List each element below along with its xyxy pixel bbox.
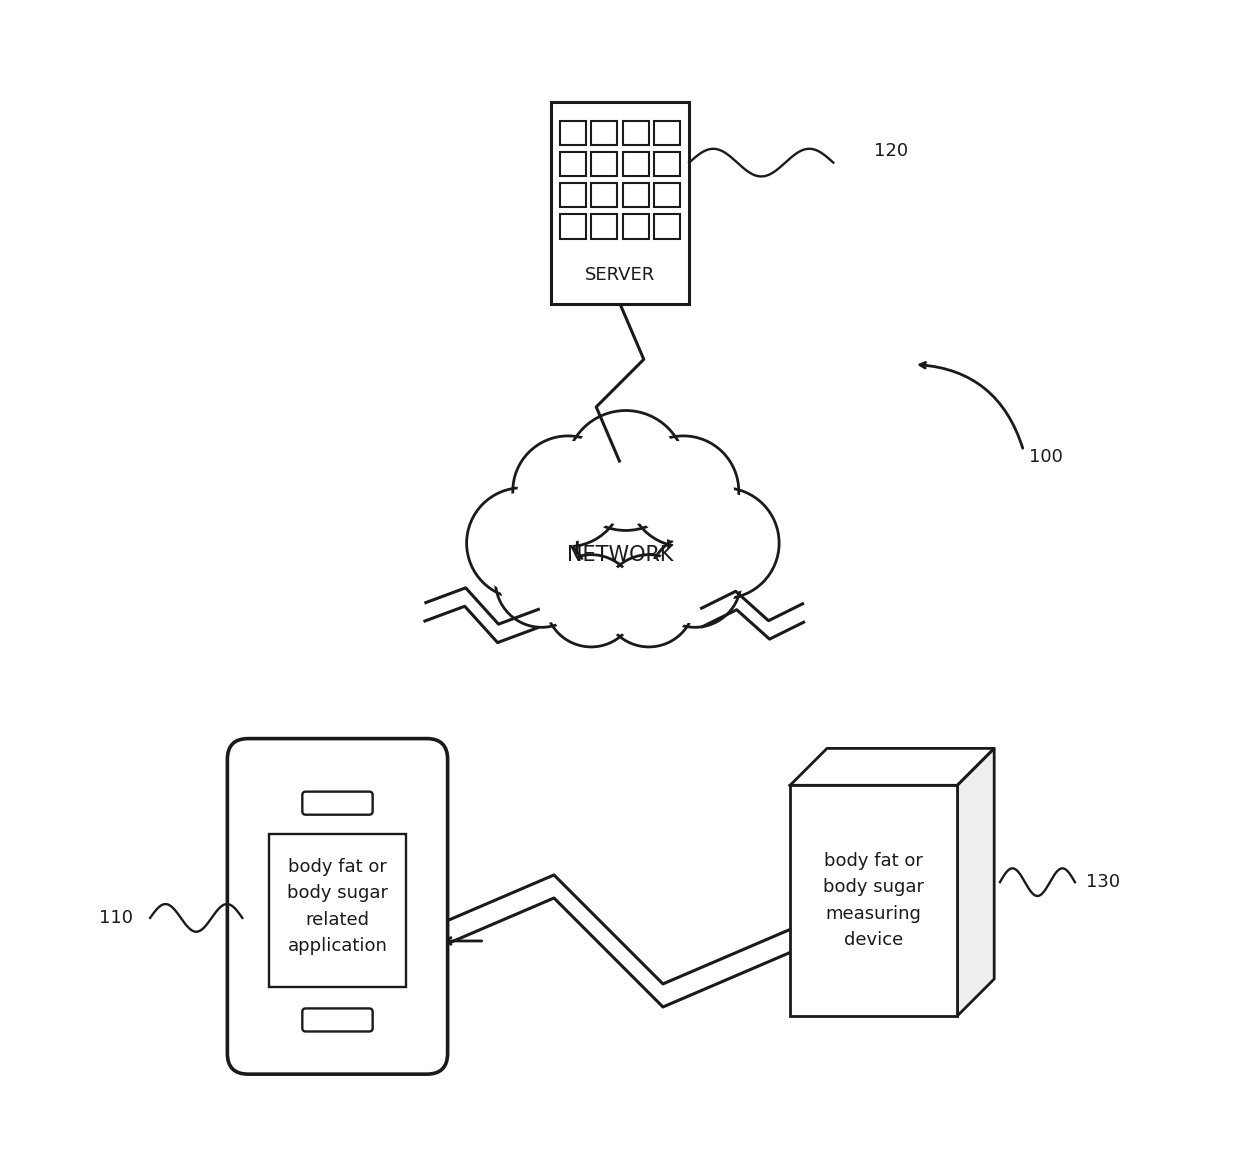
- Text: SERVER: SERVER: [585, 266, 655, 284]
- FancyBboxPatch shape: [551, 102, 689, 303]
- Bar: [591, 215, 618, 239]
- Circle shape: [649, 534, 742, 628]
- FancyBboxPatch shape: [303, 791, 373, 815]
- Circle shape: [513, 436, 624, 546]
- Bar: [622, 120, 649, 145]
- Text: 100: 100: [1029, 448, 1063, 466]
- Text: NETWORK: NETWORK: [567, 545, 673, 565]
- Bar: [655, 120, 680, 145]
- Text: 120: 120: [874, 142, 908, 160]
- Bar: [591, 183, 618, 208]
- Text: body fat or
body sugar
related
application: body fat or body sugar related applicati…: [286, 858, 388, 955]
- Text: body fat or
body sugar
measuring
device: body fat or body sugar measuring device: [823, 852, 924, 949]
- Circle shape: [496, 534, 588, 628]
- Bar: [591, 152, 618, 176]
- Circle shape: [500, 539, 583, 623]
- Circle shape: [549, 559, 632, 642]
- Circle shape: [653, 539, 737, 623]
- Circle shape: [603, 554, 694, 647]
- Text: 110: 110: [99, 909, 133, 927]
- Circle shape: [608, 559, 691, 642]
- Bar: [622, 183, 649, 208]
- Circle shape: [675, 494, 774, 593]
- Circle shape: [466, 488, 578, 599]
- Bar: [622, 215, 649, 239]
- Bar: [622, 152, 649, 176]
- Bar: [655, 183, 680, 208]
- Circle shape: [572, 417, 680, 524]
- FancyBboxPatch shape: [790, 785, 957, 1016]
- Circle shape: [668, 488, 779, 599]
- Circle shape: [629, 436, 739, 546]
- Bar: [560, 120, 585, 145]
- Bar: [560, 152, 585, 176]
- Bar: [560, 183, 585, 208]
- Polygon shape: [790, 748, 994, 785]
- FancyBboxPatch shape: [303, 1008, 373, 1032]
- Bar: [591, 120, 618, 145]
- Circle shape: [634, 441, 733, 541]
- FancyBboxPatch shape: [269, 834, 405, 986]
- Bar: [655, 215, 680, 239]
- Bar: [560, 215, 585, 239]
- Circle shape: [546, 554, 637, 647]
- Circle shape: [565, 411, 686, 531]
- Circle shape: [518, 441, 618, 541]
- Polygon shape: [957, 748, 994, 1016]
- Circle shape: [472, 494, 572, 593]
- FancyBboxPatch shape: [227, 739, 448, 1074]
- Bar: [655, 152, 680, 176]
- Text: 130: 130: [1086, 873, 1121, 892]
